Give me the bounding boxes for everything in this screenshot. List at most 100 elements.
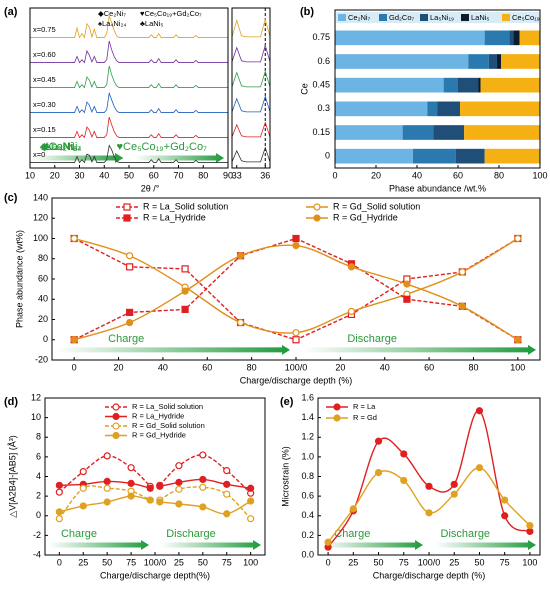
legend-label: R = La_Hydride: [132, 411, 184, 420]
bar-segment: [509, 30, 514, 46]
legend-background: [336, 12, 539, 23]
data-point: [292, 241, 300, 250]
data-point: [103, 484, 111, 492]
series-line: [327, 410, 531, 548]
bar-segment: [335, 101, 428, 117]
series-line: [30, 116, 228, 139]
data-point: [70, 234, 78, 243]
data-point: [127, 464, 135, 472]
annotation: ♣LaNi₅: [140, 19, 163, 28]
data-point: [55, 515, 63, 523]
bar-segment: [458, 77, 479, 93]
y-tick-label: 0.4: [301, 510, 314, 520]
data-point: [79, 502, 87, 510]
legend-label: La₅Ni₁₉: [430, 13, 454, 22]
data-point: [458, 302, 466, 310]
annotation: ♥Ce₅Co₁₉+Gd₂Co₇: [140, 9, 202, 18]
panel-label: (e): [280, 396, 294, 408]
x-tick-label: 60: [202, 362, 212, 372]
x-tick-label: 36: [260, 170, 270, 180]
data-point: [374, 468, 383, 477]
data-point: [181, 287, 189, 295]
bar-segment: [464, 125, 540, 140]
data-point: [223, 510, 231, 518]
data-point: [247, 484, 255, 492]
x-tick-label: 33: [232, 170, 242, 180]
data-point: [146, 496, 154, 504]
bar-segment: [488, 54, 497, 69]
bar-segment: [402, 125, 434, 140]
annotation: ◆Ce₂Ni₇: [98, 9, 126, 18]
x-axis-label: Charge/discharge depth(%): [100, 570, 210, 580]
x-tick-label: 0: [57, 557, 62, 567]
y-tick-label: 0.2: [301, 530, 314, 540]
y-tick-label: 0.6: [317, 56, 330, 66]
data-point: [223, 467, 231, 475]
legend-label: R = La: [353, 402, 376, 411]
x-tick-label: 75: [399, 557, 409, 567]
y-tick-label: 0: [325, 151, 330, 161]
y-tick-label: 140: [33, 192, 48, 202]
series-line: [232, 95, 270, 113]
data-point: [126, 252, 134, 260]
x-tick-label: 100: [532, 170, 547, 180]
x-tick-label: 100/0: [144, 557, 167, 567]
data-point: [126, 308, 134, 317]
x-tick-label: 80: [494, 170, 504, 180]
bar-segment: [433, 125, 465, 140]
legend-marker: [112, 422, 120, 430]
series-line: [30, 144, 228, 164]
data-point: [292, 234, 300, 243]
annotation: ♠La₄Ni₂₄: [98, 19, 126, 28]
x-tick-label: 75: [222, 557, 232, 567]
progress-arrow: [435, 540, 536, 550]
series-label: x=0.60: [33, 50, 56, 59]
x-tick-label: 75: [500, 557, 510, 567]
y-tick-label: 12: [31, 392, 41, 402]
y-tick-label: 20: [38, 314, 48, 324]
y-tick-label: 60: [38, 273, 48, 283]
legend-swatch: [420, 14, 428, 21]
data-point: [199, 483, 207, 491]
series-label: x=0: [33, 150, 45, 159]
y-tick-label: 8: [36, 432, 41, 442]
y-tick-label: -20: [35, 354, 48, 364]
data-point: [292, 336, 300, 344]
data-point: [403, 280, 411, 288]
legend-marker: [333, 414, 341, 422]
series-line: [232, 17, 270, 38]
plot-frame: [334, 9, 541, 169]
series-line: [30, 40, 228, 64]
x-tick-label: 50: [474, 557, 484, 567]
data-point: [223, 480, 231, 488]
series-line: [30, 65, 228, 89]
x-tick-label: 10: [25, 170, 35, 180]
legend-label: R = La_Hydride: [143, 212, 206, 222]
x-tick-label: 20: [50, 170, 60, 180]
y-tick-label: 10: [31, 412, 41, 422]
annotation: ♥Ce₅Co₁₉+Gd₂Co₇: [117, 141, 208, 153]
progress-arrow: [302, 344, 536, 355]
data-point: [450, 480, 458, 488]
panel-label: (d): [4, 396, 18, 408]
data-point: [103, 477, 111, 486]
x-tick-label: 40: [412, 170, 422, 180]
legend-marker: [112, 412, 120, 421]
y-tick-label: -4: [33, 549, 41, 559]
x-tick-label: 50: [198, 557, 208, 567]
data-point: [127, 479, 135, 487]
y-tick-label: 0.0: [301, 549, 314, 559]
x-axis-label: 2θ /°: [141, 183, 160, 193]
data-point: [475, 464, 484, 472]
data-point: [247, 497, 255, 505]
legend-marker: [313, 214, 321, 222]
data-point: [175, 478, 183, 486]
series-label: x=0.15: [33, 125, 56, 134]
data-point: [475, 407, 484, 415]
annotation: ◆Ce₂Ni₇: [40, 141, 81, 153]
annotation: Discharge: [441, 528, 491, 540]
x-tick-label: 50: [124, 170, 134, 180]
panel-label: (a): [4, 6, 18, 18]
